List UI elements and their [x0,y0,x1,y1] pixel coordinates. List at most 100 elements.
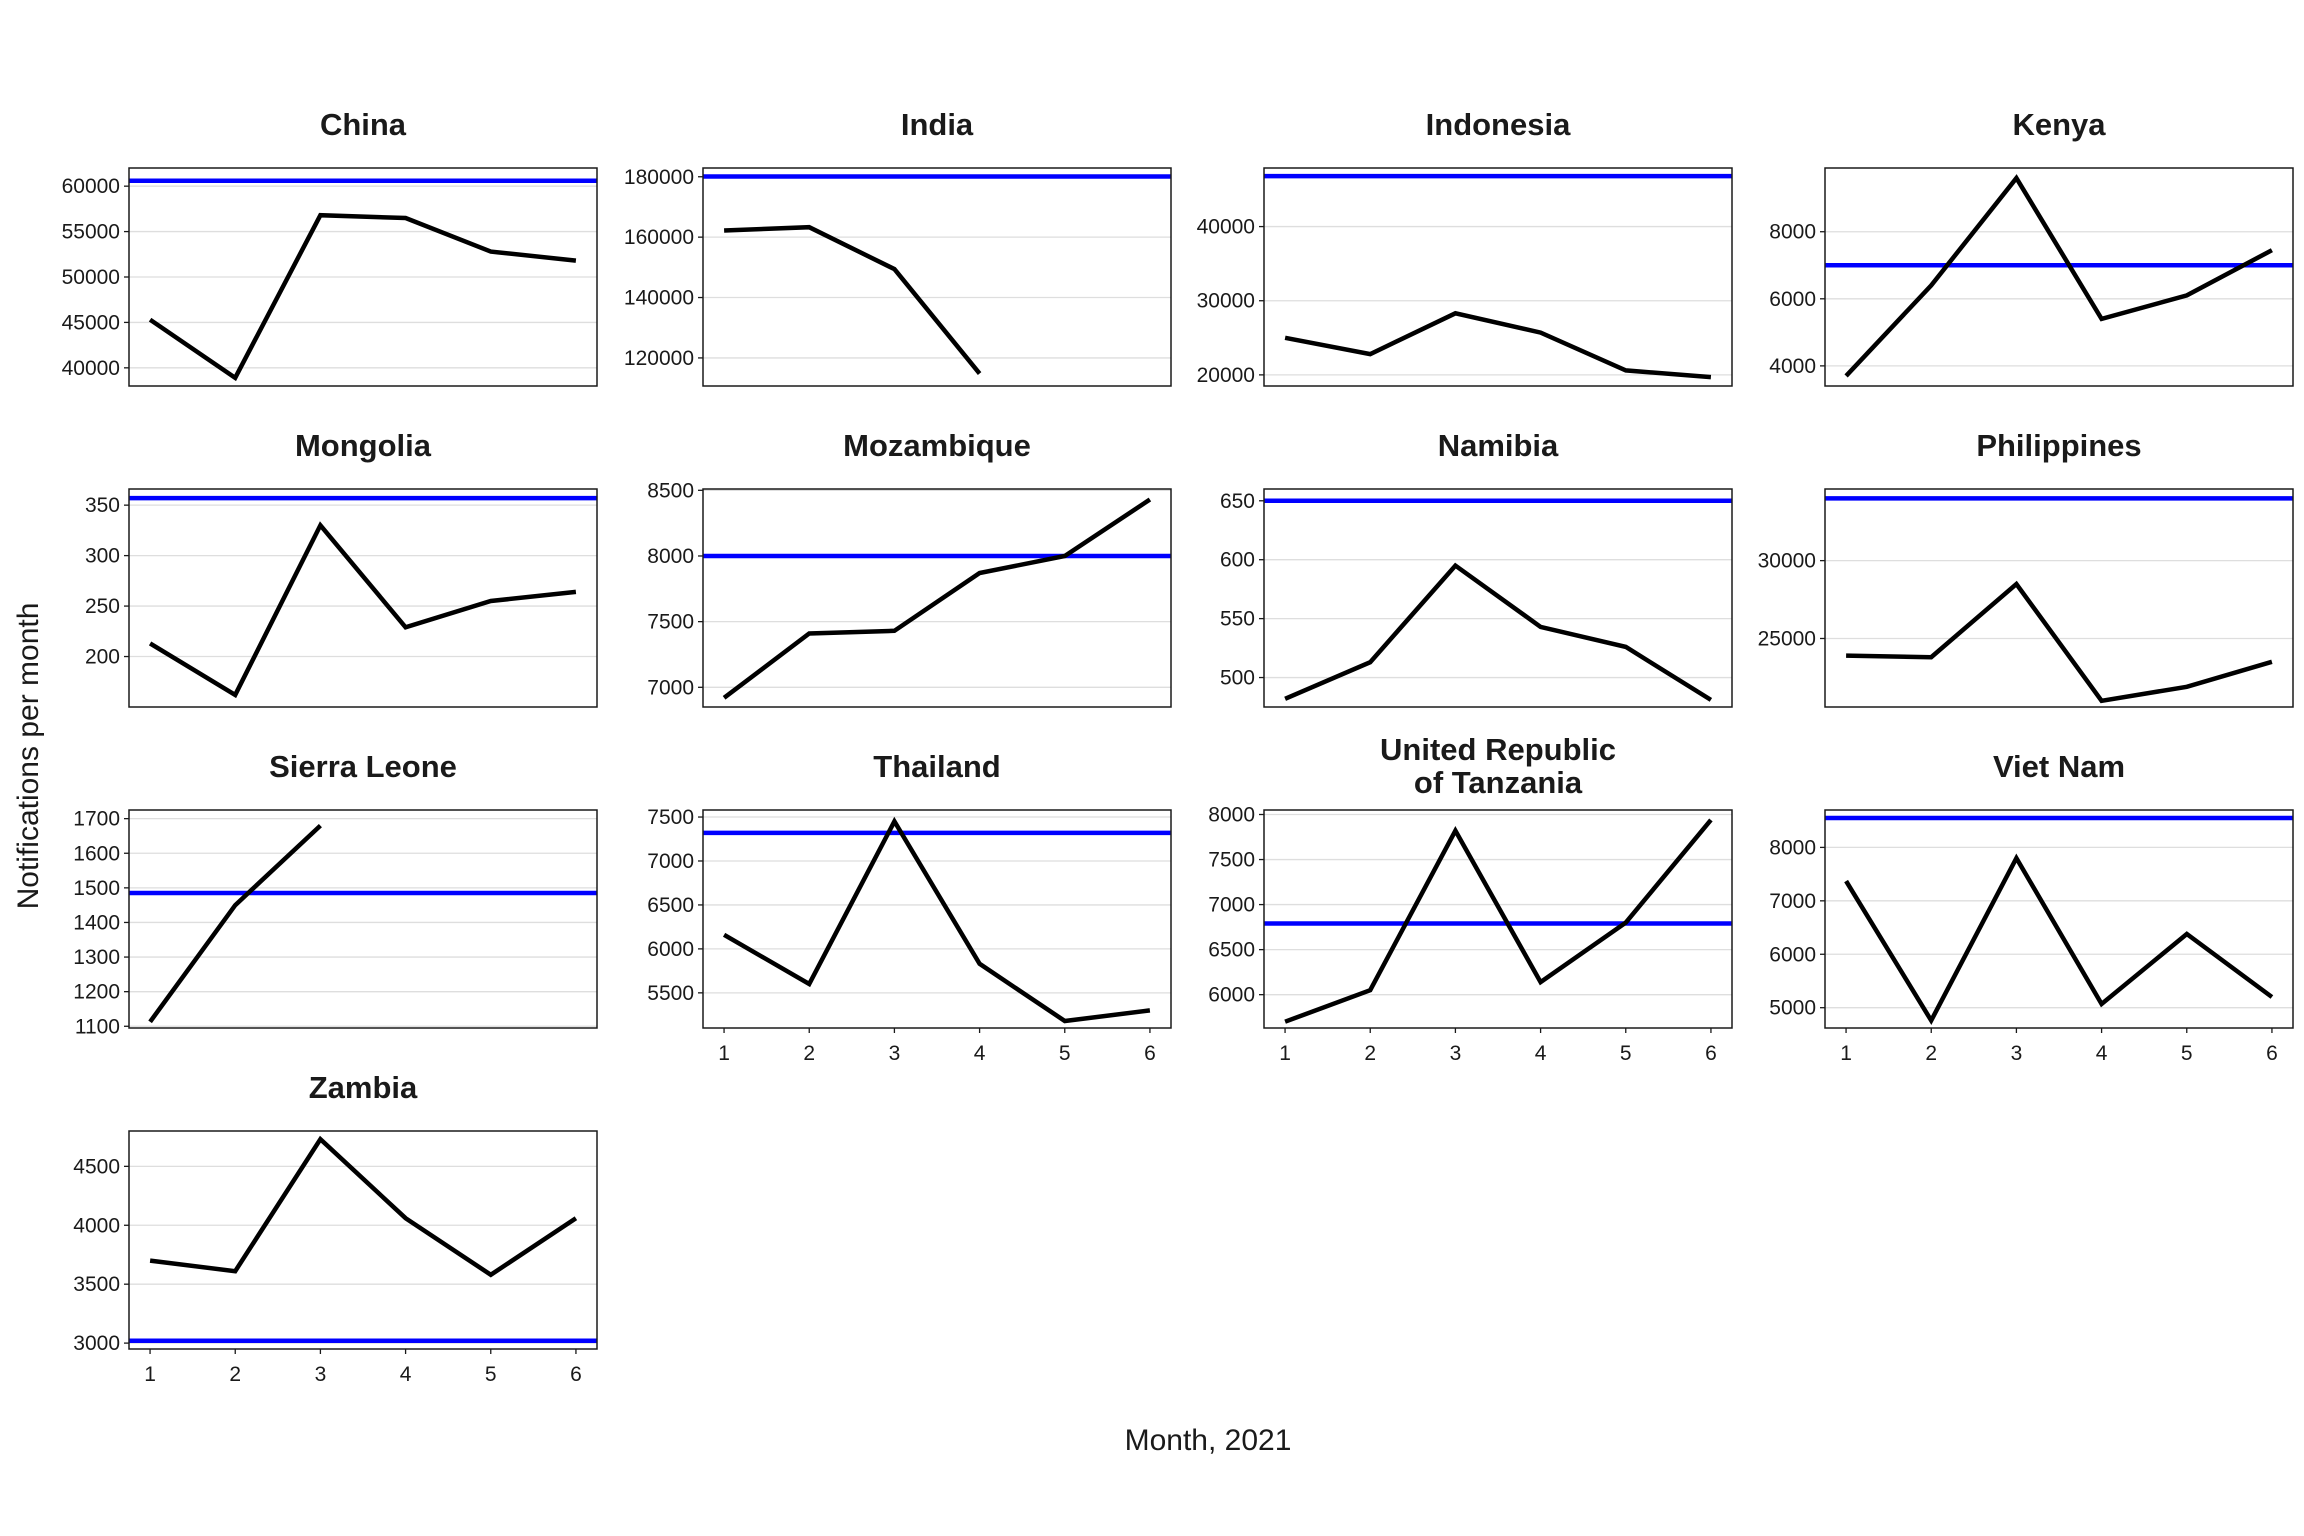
panel-border [1263,488,1733,708]
y-tick-label: 5500 [647,982,694,1005]
y-tick-label: 120000 [624,347,694,370]
y-tick-label: 55000 [62,221,120,244]
facet-title: Mongolia [295,428,432,463]
panel-border [702,809,1172,1029]
y-tick-label: 5000 [1769,997,1816,1020]
y-tick-label: 600 [1220,549,1255,572]
y-tick-label: 6000 [1769,943,1816,966]
facet-title: Thailand [873,749,1000,784]
x-tick-label: 5 [2181,1042,2193,1065]
facet-title: Sierra Leone [269,749,457,784]
y-tick-label: 180000 [624,166,694,189]
facet-title: Indonesia [1426,107,1571,142]
x-tick-label: 4 [1535,1042,1547,1065]
data-series-line [722,497,1152,700]
x-tick-label: 1 [144,1363,156,1386]
facet-title: India [901,107,974,142]
x-tick-label: 5 [485,1363,497,1386]
y-tick-label: 8500 [647,479,694,502]
facet-title: United Republic [1380,732,1616,767]
x-tick-label: 6 [570,1363,582,1386]
y-axis-title: Notifications per month [12,603,45,910]
facet-title: Zambia [309,1070,418,1105]
y-tick-label: 30000 [1758,550,1816,573]
y-tick-label: 4000 [73,1214,120,1237]
facet-title: of Tanzania [1414,765,1583,800]
data-series-line [148,823,322,1024]
panel-border [128,167,598,387]
x-tick-label: 5 [1059,1042,1071,1065]
data-series-line [1844,174,2273,378]
x-axis-title: Month, 2021 [1125,1424,1292,1457]
y-tick-label: 4500 [73,1155,120,1178]
data-series-line [148,521,577,699]
y-tick-label: 500 [1220,667,1255,690]
x-tick-label: 3 [1450,1042,1462,1065]
x-tick-label: 2 [1364,1042,1376,1065]
y-tick-label: 1700 [73,808,120,831]
y-tick-label: 20000 [1197,364,1255,387]
x-tick-label: 6 [2266,1042,2278,1065]
facet-title: Viet Nam [1993,749,2125,784]
x-tick-label: 5 [1620,1042,1632,1065]
data-series-line [148,212,577,382]
y-tick-label: 3500 [73,1273,120,1296]
y-tick-label: 50000 [62,266,120,289]
y-tick-label: 8000 [1769,221,1816,244]
x-tick-label: 3 [889,1042,901,1065]
data-series-line [1284,818,1713,1024]
y-tick-label: 6000 [1769,288,1816,311]
x-tick-label: 1 [1279,1042,1291,1065]
y-tick-label: 1500 [73,877,120,900]
y-tick-label: 40000 [1197,216,1255,239]
facet-panel-mozambique: 7000 7500 8000 8500 Mozambique [647,428,1172,708]
panel-border [1824,809,2294,1029]
y-tick-label: 7500 [1208,849,1255,872]
x-tick-label: 4 [2096,1042,2108,1065]
x-tick-label: 2 [803,1042,815,1065]
data-series-line [1284,310,1712,380]
data-series-line [724,224,982,376]
facet-title: Mozambique [843,428,1031,463]
y-tick-label: 7500 [647,806,694,829]
x-tick-label: 4 [400,1363,412,1386]
y-tick-label: 650 [1220,490,1255,513]
y-tick-label: 6500 [1208,939,1255,962]
y-tick-label: 6000 [647,938,694,961]
panel-border [128,809,598,1029]
data-series-line [1846,580,2273,704]
y-tick-label: 7000 [647,850,694,873]
y-tick-label: 250 [85,595,120,618]
facet-title: Philippines [1976,428,2141,463]
facet-title: Namibia [1438,428,1559,463]
facet-panel-thailand: 5500 6000 6500 7000 7500 Thailand 1 2 3 4 5 6 [647,749,1172,1065]
y-tick-label: 8000 [1208,804,1255,827]
y-tick-label: 45000 [62,311,120,334]
x-tick-label: 2 [229,1363,241,1386]
y-tick-label: 1200 [73,981,120,1004]
y-tick-label: 140000 [624,287,694,310]
x-tick-label: 4 [974,1042,986,1065]
panel-border [702,488,1172,708]
facet-panel-viet-nam: 5000 6000 7000 8000 Viet Nam 1 2 3 4 5 6 [1769,749,2294,1065]
data-series-line [149,1135,578,1278]
y-tick-label: 7000 [1208,894,1255,917]
y-tick-label: 7500 [647,611,694,634]
facet-panel-philippines: 25000 30000 Philippines [1758,428,2294,708]
facet-panel-mongolia: 200 250 300 350 Mongolia [85,428,598,708]
y-tick-label: 550 [1220,608,1255,631]
y-tick-label: 1100 [75,1015,120,1038]
y-tick-label: 160000 [624,226,694,249]
facet-panel-namibia: 500 550 600 650 Namibia [1220,428,1733,708]
y-tick-label: 7000 [647,676,694,699]
panel-border [1824,488,2294,708]
panel-border [1263,167,1733,387]
panel-border [128,1130,598,1350]
x-tick-label: 1 [1840,1042,1852,1065]
y-tick-label: 300 [85,545,120,568]
facet-panel-sierra-leone: 1100 1200 1300 1400 1500 1600 1700 Sierra Leone [73,749,598,1038]
panel-border [702,167,1172,387]
